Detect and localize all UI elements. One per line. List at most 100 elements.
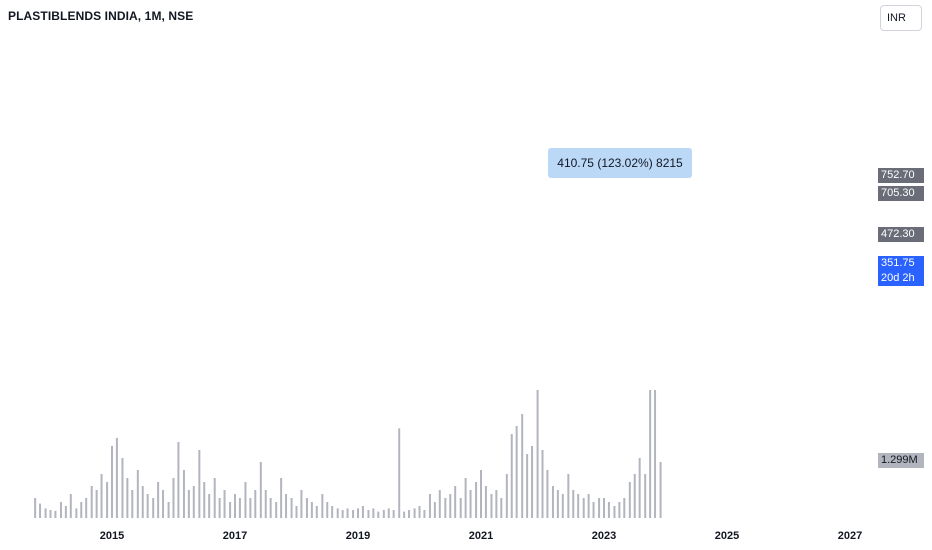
volume-bar [126,478,129,518]
volume-bar [100,474,103,518]
volume-bar [244,482,247,518]
price-tag-705: 705.30 [878,186,924,201]
volume-bar [423,510,426,518]
x-tick-label: 2015 [100,530,124,542]
volume-bar [408,510,411,518]
volume-bar [633,474,636,518]
volume-bar [618,502,621,518]
volume-bar [438,490,441,518]
volume-bar [275,502,278,518]
volume-bar [398,428,401,518]
volume-bar [85,498,88,518]
volume-bar [59,502,62,518]
volume-bar [172,478,175,518]
volume-bar [295,506,298,518]
volume-bar [315,506,318,518]
volume-bar [561,494,564,518]
volume-bar [659,462,662,518]
volume-bar [654,390,657,518]
time-axis[interactable]: 2015 2017 2019 2021 2023 2025 2027 [100,530,862,542]
volume-bar [39,503,42,518]
volume-bar [177,442,180,518]
volume-bar [115,438,118,518]
volume-bar [644,474,647,518]
x-tick-label: 2025 [715,530,739,542]
volume-bar [44,508,47,518]
volume-bar [361,506,364,518]
volume-bar [459,498,462,518]
volume-bar [413,508,416,518]
volume-bar [505,474,508,518]
volume-bar [623,498,626,518]
volume-bar [198,450,201,518]
volume-bar [69,494,72,518]
volume-bar [587,494,590,518]
volume-bar [357,508,359,518]
volume-bar [607,502,610,518]
x-tick-label: 2023 [592,530,616,542]
volume-bar [341,510,344,518]
volume-bar [290,498,293,518]
volume-bar [269,498,272,518]
volume-tag: 1.299M [878,453,924,468]
volume-bar [449,494,452,518]
volume-bar [382,510,385,518]
volume-bar [464,478,467,518]
volume-bar [628,482,631,518]
measure-label: 410.75 (123.02%) 8215 [548,148,692,178]
volume-bar [229,502,232,518]
volume-bar [331,506,334,518]
volume-bar [106,482,109,518]
volume-bar [556,490,559,518]
volume-bar [326,502,329,518]
volume-bar [515,426,518,518]
volume-bar [592,502,595,518]
volume-bar [336,508,339,518]
volume-bar [367,510,370,518]
volume-bar [582,498,585,518]
volume-bar [213,478,216,518]
volume-bar [192,486,195,518]
volume-bar [526,454,529,518]
volume-bar [551,486,554,518]
volume-bar [300,490,303,518]
volume-bar [131,490,134,518]
volume-bar [454,486,457,518]
volume-bar [280,478,283,518]
volume-bar [264,490,267,518]
volume-bar [121,458,124,518]
countdown-tag: 20d 2h [878,271,924,286]
volume-bar [546,470,549,518]
volume-bar [495,490,498,518]
volume-bar [469,490,472,518]
volume-bar [541,450,544,518]
volume-bar [377,511,380,518]
volume-bar [352,510,355,518]
volume-bar [418,506,421,518]
volume-bar [218,498,221,518]
last-price-tag: 351.75 [878,256,924,271]
volume-bar [80,502,83,518]
volume-bar [433,502,436,518]
volume-bar [500,498,503,518]
volume-bar [444,498,447,518]
volume-bar [75,508,78,518]
volume-bar [234,494,236,518]
volume-bar [649,390,652,518]
volume-bar [572,490,575,518]
volume-bar [95,490,98,518]
volume-bar [254,490,257,518]
volume-bar [392,510,395,518]
volume-bar [428,494,431,518]
volume-bar [223,490,226,518]
currency-selector[interactable]: INR [880,5,922,31]
volume-bar [90,486,93,518]
volume-bar [613,506,616,518]
volume-bar [238,498,241,518]
x-tick-label: 2017 [223,530,247,542]
volume-bar [162,490,165,518]
volume-bar [638,458,641,518]
volume-bar [167,502,170,518]
volume-bar [157,482,160,518]
